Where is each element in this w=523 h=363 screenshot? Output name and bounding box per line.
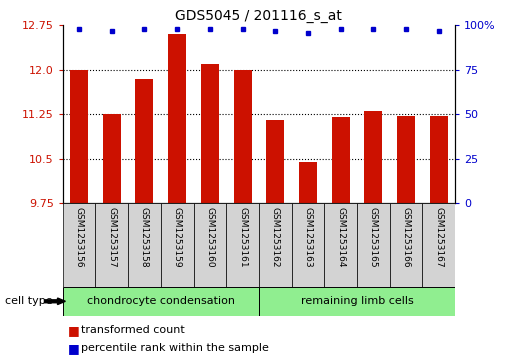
- Text: GSM1253156: GSM1253156: [75, 207, 84, 268]
- Text: GSM1253164: GSM1253164: [336, 207, 345, 268]
- Bar: [397, 116, 415, 203]
- Text: GSM1253163: GSM1253163: [303, 207, 312, 268]
- Bar: [259, 203, 292, 287]
- Bar: [63, 203, 95, 287]
- Text: chondrocyte condensation: chondrocyte condensation: [87, 296, 235, 306]
- Bar: [194, 203, 226, 287]
- Title: GDS5045 / 201116_s_at: GDS5045 / 201116_s_at: [175, 9, 343, 23]
- Text: remaining limb cells: remaining limb cells: [301, 296, 413, 306]
- Text: GSM1253160: GSM1253160: [206, 207, 214, 268]
- Bar: [234, 70, 252, 203]
- Bar: [201, 64, 219, 203]
- Bar: [128, 203, 161, 287]
- Bar: [95, 203, 128, 287]
- Text: GSM1253161: GSM1253161: [238, 207, 247, 268]
- Bar: [299, 162, 317, 203]
- Bar: [292, 203, 324, 287]
- Text: GSM1253166: GSM1253166: [402, 207, 411, 268]
- Text: transformed count: transformed count: [81, 325, 185, 335]
- Bar: [103, 114, 121, 203]
- Text: GSM1253167: GSM1253167: [434, 207, 443, 268]
- Text: GSM1253158: GSM1253158: [140, 207, 149, 268]
- Bar: [63, 287, 259, 316]
- Bar: [332, 117, 349, 203]
- Bar: [390, 203, 423, 287]
- Text: ■: ■: [68, 324, 79, 337]
- Text: ■: ■: [68, 342, 79, 355]
- Bar: [161, 203, 194, 287]
- Text: GSM1253157: GSM1253157: [107, 207, 116, 268]
- Text: GSM1253162: GSM1253162: [271, 207, 280, 268]
- Text: GSM1253159: GSM1253159: [173, 207, 181, 268]
- Bar: [259, 287, 455, 316]
- Bar: [430, 115, 448, 203]
- Bar: [365, 111, 382, 203]
- Bar: [135, 79, 153, 203]
- Text: percentile rank within the sample: percentile rank within the sample: [81, 343, 269, 354]
- Bar: [357, 203, 390, 287]
- Bar: [226, 203, 259, 287]
- Bar: [324, 203, 357, 287]
- Bar: [168, 34, 186, 203]
- Bar: [266, 120, 284, 203]
- Bar: [423, 203, 455, 287]
- Bar: [70, 70, 88, 203]
- Text: GSM1253165: GSM1253165: [369, 207, 378, 268]
- Text: cell type: cell type: [5, 296, 53, 306]
